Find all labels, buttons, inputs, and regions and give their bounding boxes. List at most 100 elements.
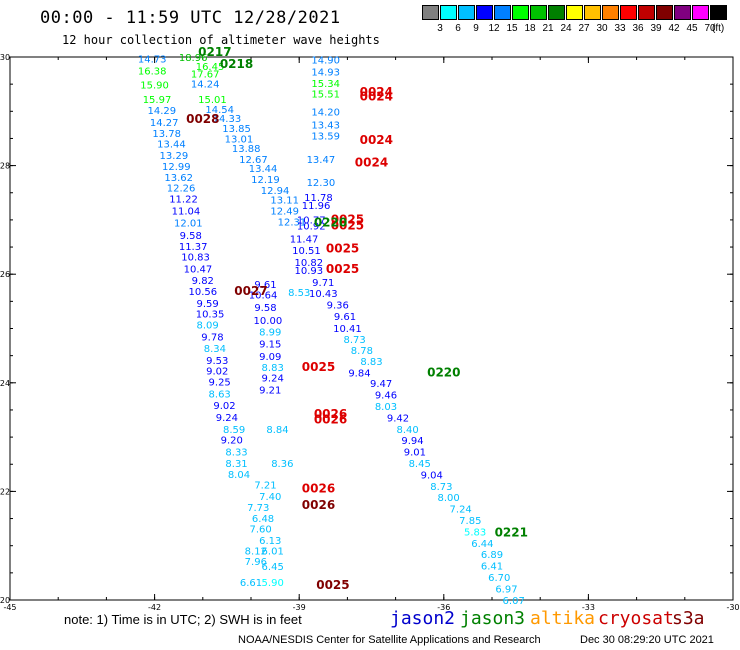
swh-value: 12.67: [239, 155, 268, 166]
swh-value: 9.25: [209, 378, 231, 389]
swh-value: 12.99: [162, 162, 191, 173]
swh-value: 15.01: [198, 95, 227, 106]
swh-value: 7.60: [250, 525, 272, 536]
swh-value: 9.46: [375, 391, 397, 402]
scale-swatch: [674, 5, 691, 20]
scale-swatch: [422, 5, 439, 20]
swh-value: 13.01: [225, 134, 254, 145]
swh-value: 10.51: [292, 246, 321, 257]
swh-value: 12.30: [307, 178, 336, 189]
pass-time-label: 0025: [331, 219, 364, 233]
chart-subtitle: 12 hour collection of altimeter wave hei…: [62, 33, 380, 47]
pass-time-label: 0025: [316, 578, 349, 592]
y-tick-label: 20: [0, 596, 10, 605]
swh-value: 11.47: [290, 235, 319, 246]
swh-value: 10.83: [181, 253, 210, 264]
swh-value: 17.67: [191, 70, 220, 81]
swh-value: 9.15: [259, 340, 281, 351]
swh-value: 12.01: [174, 218, 203, 229]
swh-value: 8.78: [351, 346, 373, 357]
x-tick-label: -36: [437, 603, 450, 612]
scale-label: 36: [632, 23, 644, 34]
swh-value: 14.54: [205, 105, 234, 116]
swh-value: 9.47: [370, 379, 392, 390]
swh-value: 6.07: [503, 596, 525, 607]
swh-value: 9.04: [421, 470, 443, 481]
swh-value: 7.24: [450, 505, 472, 516]
swh-value: 15.34: [311, 79, 340, 90]
pass-time-label: 0025: [326, 241, 359, 255]
scale-label: 42: [668, 23, 680, 34]
swh-value: 13.47: [307, 155, 336, 166]
scale-label: 3: [437, 23, 443, 34]
swh-value: 16.38: [138, 66, 167, 77]
swh-value: 15.51: [311, 90, 340, 101]
swh-value: 9.20: [221, 436, 243, 447]
legend-s3a: s3a: [672, 608, 705, 629]
pass-time-label: 0025: [331, 213, 364, 227]
swh-value: 10.93: [295, 266, 324, 277]
scale-swatch: [692, 5, 709, 20]
swh-value: 11.04: [172, 206, 201, 217]
swh-value: 5.83: [464, 527, 486, 538]
swh-value: 6.01: [262, 546, 284, 557]
swh-value: 9.42: [387, 413, 409, 424]
scale-label: 21: [542, 23, 554, 34]
scale-label: 6: [455, 23, 461, 34]
color-scale-unit: (ft): [712, 23, 725, 34]
swh-value: 10.92: [297, 222, 326, 233]
pass-time-label: 0026: [302, 481, 335, 495]
swh-value: 14.20: [311, 108, 340, 119]
footer-date: Dec 30 08:29:20 UTC 2021: [580, 634, 714, 646]
x-tick-label: -33: [582, 603, 595, 612]
scale-swatch: [530, 5, 547, 20]
swh-value: 13.43: [311, 121, 340, 132]
swh-value: 12.26: [167, 184, 196, 195]
swh-value: 14.93: [311, 67, 340, 78]
legend-altika: altika: [530, 608, 596, 629]
swh-value: 8.83: [262, 363, 284, 374]
pass-time-label: 0025: [326, 262, 359, 276]
swh-value: 14.24: [191, 79, 220, 90]
swh-value: 8.09: [196, 321, 218, 332]
swh-value: 9.84: [348, 368, 370, 379]
swh-value: 8.00: [437, 493, 459, 504]
swh-value: 8.03: [375, 402, 397, 413]
swh-value: 15.97: [143, 95, 172, 106]
swh-value: 9.71: [312, 278, 334, 289]
chart-title: 00:00 - 11:59 UTC 12/28/2021: [40, 8, 341, 28]
swh-value: 8.99: [259, 328, 281, 339]
swh-value: 9.24: [216, 413, 238, 424]
swh-value: 9.59: [196, 299, 218, 310]
pass-time-label: 0025: [302, 360, 335, 374]
scale-label: 9: [473, 23, 479, 34]
scale-swatch: [548, 5, 565, 20]
swh-value: 9.58: [180, 231, 202, 242]
swh-value: 10.82: [295, 258, 324, 269]
scale-swatch: [584, 5, 601, 20]
swh-value: 14.33: [213, 114, 242, 125]
x-tick-label: -39: [293, 603, 306, 612]
swh-value: 13.44: [157, 140, 186, 151]
swh-value: 7.73: [247, 503, 269, 514]
pass-time-label: 0217: [198, 45, 231, 59]
swh-value: 14.27: [150, 118, 179, 129]
swh-value: 9.09: [259, 352, 281, 363]
x-tick-label: -45: [3, 603, 16, 612]
chart-note: note: 1) Time is in UTC; 2) SWH is in fe…: [64, 612, 302, 627]
swh-value: 10.00: [254, 316, 283, 327]
y-tick-label: 24: [0, 379, 10, 388]
swh-value: 13.11: [270, 196, 299, 207]
swh-value: 13.59: [311, 132, 340, 143]
swh-value: 10.35: [196, 310, 225, 321]
swh-value: 12.31: [278, 217, 307, 228]
pass-time-label: 0024: [360, 89, 393, 103]
swh-value: 9.82: [192, 276, 214, 287]
swh-value: 10.41: [333, 324, 362, 335]
scale-label: 45: [686, 23, 698, 34]
swh-value: 8.45: [409, 459, 431, 470]
swh-value: 12.19: [251, 175, 280, 186]
x-tick-label: -42: [148, 603, 161, 612]
scale-label: 30: [596, 23, 608, 34]
scale-swatch: [602, 5, 619, 20]
